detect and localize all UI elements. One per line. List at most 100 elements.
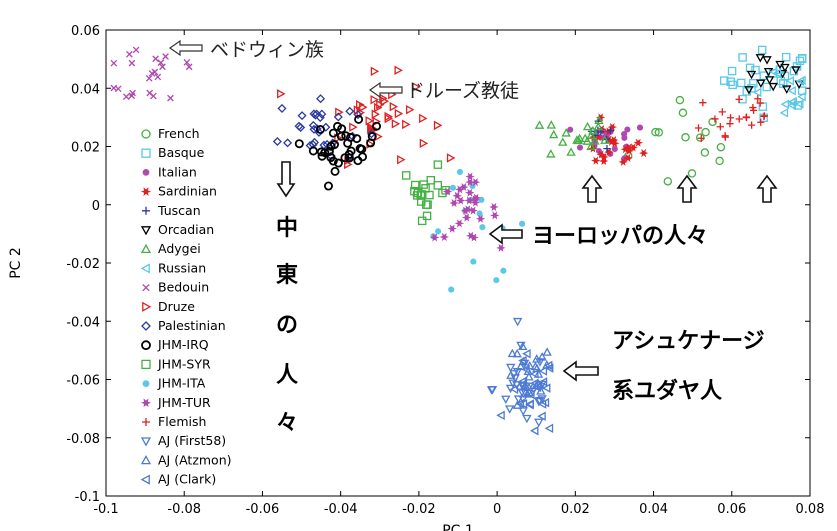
- data-point: [328, 128, 338, 138]
- data-point: [397, 154, 406, 165]
- data-point: [442, 187, 453, 196]
- x-tick-label: -0.04: [324, 502, 358, 517]
- data-point: [780, 63, 790, 73]
- data-point: [572, 135, 582, 144]
- data-point: [599, 156, 609, 165]
- data-point: [651, 127, 660, 137]
- data-point: [183, 58, 191, 66]
- data-point: [611, 145, 618, 153]
- data-point: [389, 101, 399, 112]
- data-point: [530, 361, 541, 371]
- legend-item: Italian: [142, 164, 197, 179]
- data-point: [603, 144, 611, 153]
- data-point: [795, 76, 805, 86]
- data-point: [727, 66, 737, 76]
- legend-label: Basque: [158, 145, 205, 160]
- arrow-left-icon: [488, 223, 523, 245]
- x-tick-label: 0.08: [796, 502, 825, 517]
- data-point: [154, 73, 162, 81]
- x-tick-label: -0.08: [167, 502, 201, 517]
- data-point: [782, 85, 792, 94]
- data-point: [751, 65, 760, 75]
- data-point: [272, 136, 282, 147]
- legend-label: AJ (Atzmon): [158, 452, 232, 467]
- bedouin-label: ベドウィン族: [210, 39, 324, 61]
- data-point: [353, 156, 363, 166]
- data-point: [519, 220, 526, 227]
- legend-label: Adygei: [158, 241, 201, 256]
- data-point: [711, 115, 719, 123]
- data-point: [479, 224, 486, 231]
- data-point: [541, 383, 551, 393]
- legend-label: Flemish: [158, 414, 206, 429]
- data-point: [372, 121, 382, 131]
- druze-label: ドルーズ教徒: [406, 80, 519, 102]
- legend-label: AJ (Clark): [158, 472, 216, 487]
- data-point: [469, 233, 479, 242]
- data-point: [501, 395, 511, 405]
- data-point: [326, 141, 336, 151]
- y-tick-label: -0.08: [66, 432, 100, 447]
- data-point: [326, 153, 336, 163]
- data-point: [534, 120, 545, 129]
- middle-east-char-5: 々: [276, 411, 298, 436]
- data-point: [759, 71, 769, 80]
- data-point: [500, 267, 507, 274]
- data-point: [663, 177, 673, 186]
- tick-layer: -0.1 -0.08 -0.06 -0.04 -0.02 0 0.02 0.04 0.06 0.0…: [66, 24, 824, 517]
- data-point: [157, 59, 165, 67]
- y-tick-label: 0.02: [71, 141, 100, 156]
- data-point: [515, 399, 524, 409]
- data-point: [708, 117, 717, 127]
- data-point: [475, 214, 486, 223]
- legend-label: JHM-TUR: [157, 395, 211, 410]
- data-point: [465, 172, 475, 181]
- data-point: [425, 190, 434, 200]
- data-point: [755, 54, 766, 63]
- data-point: [330, 166, 340, 176]
- data-point: [344, 159, 353, 170]
- data-point: [678, 108, 688, 118]
- data-point: [735, 115, 743, 123]
- data-point: [476, 210, 483, 217]
- data-point: [128, 92, 136, 100]
- series-jhm-irq: [294, 114, 382, 191]
- data-point: [748, 121, 756, 129]
- x-tick-label: -0.06: [246, 502, 280, 517]
- legend-label: Palestinian: [158, 318, 226, 333]
- annotation-druze: ドルーズ教徒: [368, 80, 519, 102]
- data-point: [530, 426, 539, 436]
- data-point: [762, 56, 772, 65]
- data-point: [681, 133, 690, 142]
- data-point: [549, 129, 559, 139]
- legend-label: Italian: [158, 164, 197, 179]
- data-point: [749, 106, 758, 115]
- arrow-up-icon: [581, 174, 603, 203]
- data-point: [537, 411, 546, 421]
- data-point: [294, 139, 304, 149]
- data-point: [780, 99, 790, 109]
- x-tick-label: -0.02: [402, 502, 436, 517]
- data-point: [534, 397, 545, 406]
- legend-item: Flemish: [142, 414, 206, 429]
- legend-label: Druze: [158, 299, 195, 314]
- series-jhm-syr: [401, 160, 450, 226]
- data-point: [512, 348, 522, 358]
- legend-item: Tuscan: [142, 203, 201, 218]
- y-tick-label: -0.02: [66, 257, 100, 272]
- data-point: [516, 341, 526, 351]
- legend-label: Bedouin: [158, 280, 209, 295]
- series-bedouin: [110, 46, 193, 102]
- legend-item: AJ (First58): [140, 433, 226, 448]
- data-point: [795, 56, 805, 66]
- data-point: [574, 133, 585, 143]
- data-point: [402, 119, 411, 130]
- data-point: [513, 395, 524, 404]
- data-point: [464, 196, 474, 205]
- plot-frame: [105, 29, 811, 497]
- legend-label: JHM-SYR: [157, 356, 211, 371]
- data-point: [600, 135, 610, 144]
- data-point: [308, 146, 318, 156]
- data-point: [721, 133, 729, 141]
- data-point: [525, 399, 534, 409]
